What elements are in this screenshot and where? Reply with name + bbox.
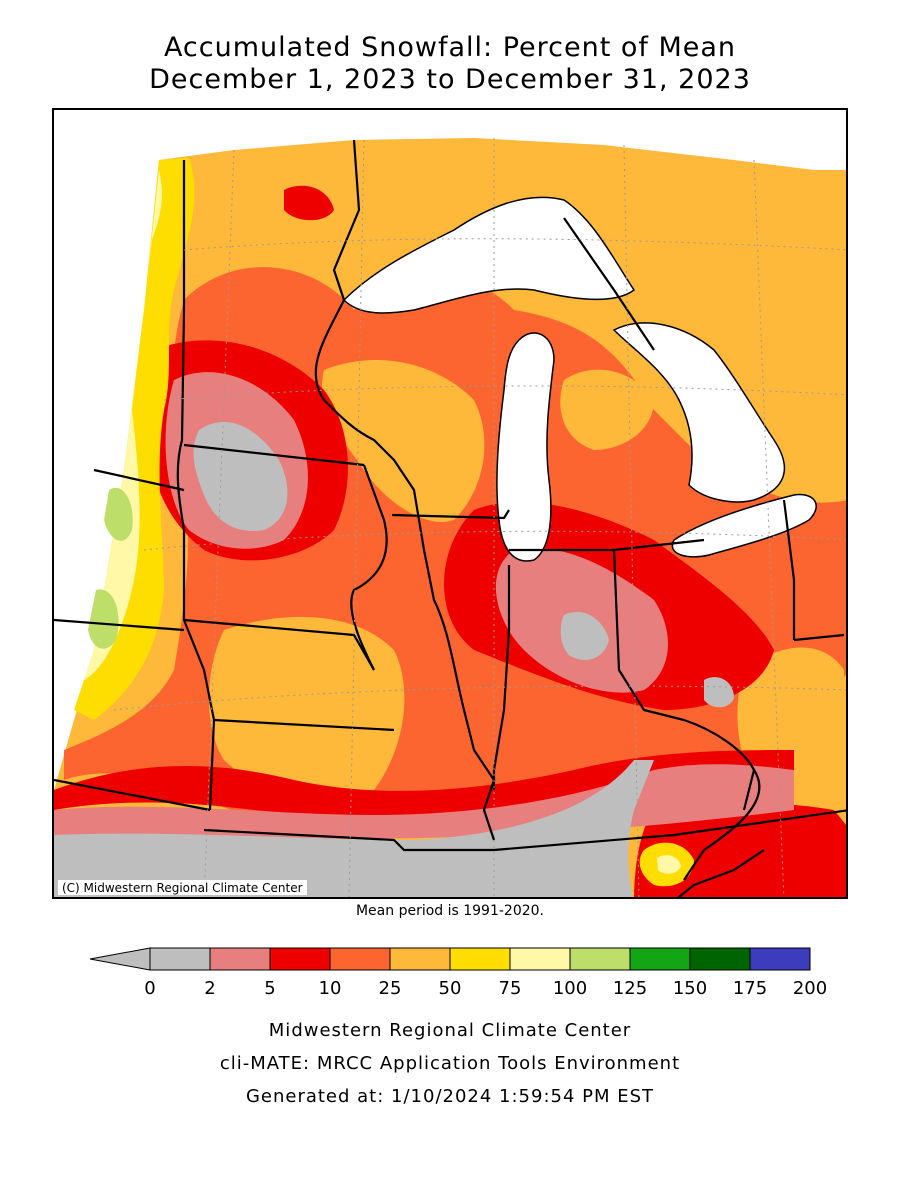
region-100-125-west bbox=[88, 487, 133, 649]
map-credit: (C) Midwestern Regional Climate Center bbox=[58, 880, 307, 895]
map-date-range: December 1, 2023 to December 31, 2023 bbox=[149, 64, 751, 95]
legend-swatch-0-2 bbox=[149, 947, 211, 971]
region-25-50-lower-mi bbox=[560, 369, 654, 450]
legend-tick-label: 200 bbox=[793, 978, 827, 999]
legend-tick-label: 25 bbox=[379, 978, 402, 999]
legend-tick-label: 100 bbox=[553, 978, 587, 999]
map-canvas bbox=[54, 138, 846, 897]
mean-period-note: Mean period is 1991-2020. bbox=[355, 903, 545, 919]
lake-erie bbox=[671, 493, 817, 558]
region-0-2-oh bbox=[704, 677, 734, 708]
state-boundaries bbox=[54, 139, 846, 897]
lat-lon-grid bbox=[113, 138, 846, 897]
legend-swatch-25-50 bbox=[389, 947, 451, 971]
legend-swatch-50-75 bbox=[449, 947, 511, 971]
legend-swatch-75-100 bbox=[509, 947, 571, 971]
footer-generated: Generated at: 1/10/2024 1:59:54 PM EST bbox=[245, 1086, 655, 1107]
region-75-100-ky bbox=[657, 855, 681, 874]
lake-michigan bbox=[496, 332, 555, 562]
region-5-10-superior bbox=[284, 185, 334, 221]
legend-tick-label: 175 bbox=[733, 978, 767, 999]
legend-swatch-175-200 bbox=[749, 947, 811, 971]
legend-tick-label: 75 bbox=[499, 978, 522, 999]
lake-superior bbox=[342, 196, 636, 314]
legend-tick-label: 50 bbox=[439, 978, 462, 999]
map-title: Accumulated Snowfall: Percent of Mean bbox=[163, 32, 737, 63]
color-legend: 0 2 5 10 25 50 75 100 125 150 175 200 bbox=[89, 947, 827, 999]
legend-swatch-125-150 bbox=[629, 947, 691, 971]
lake-huron bbox=[612, 322, 785, 503]
footer-org: Midwestern Regional Climate Center bbox=[268, 1020, 632, 1041]
legend-swatch-5-10 bbox=[269, 947, 331, 971]
legend-swatch-100-125 bbox=[569, 947, 631, 971]
region-25-50-iowa bbox=[209, 616, 405, 799]
legend-tick-label: 10 bbox=[319, 978, 342, 999]
legend-tick-label: 2 bbox=[204, 978, 215, 999]
legend-tick-label: 0 bbox=[144, 978, 155, 999]
legend-swatch-10-25 bbox=[329, 947, 391, 971]
legend-swatch-150-175 bbox=[689, 947, 751, 971]
region-25-50-wisconsin bbox=[322, 360, 485, 522]
legend-under-arrow bbox=[89, 947, 151, 971]
legend-tick-label: 5 bbox=[264, 978, 275, 999]
legend-tick-label: 125 bbox=[613, 978, 647, 999]
snowfall-map: (C) Midwestern Regional Climate Center bbox=[52, 108, 848, 899]
footer-app: cli-MATE: MRCC Application Tools Environ… bbox=[219, 1053, 681, 1074]
legend-swatch-2-5 bbox=[209, 947, 271, 971]
region-0-2-in bbox=[560, 611, 609, 660]
region-0-2-south bbox=[54, 760, 654, 897]
region-75-100-west bbox=[84, 170, 162, 680]
legend-tick-label: 150 bbox=[673, 978, 707, 999]
